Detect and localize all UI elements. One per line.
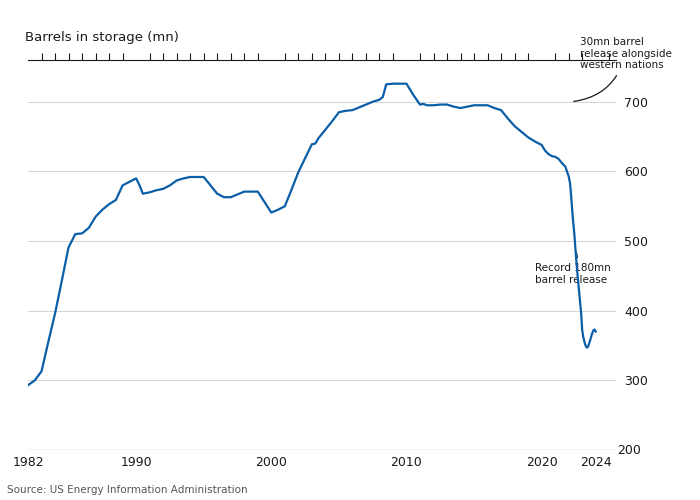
Text: 30mn barrel
release alongside
western nations: 30mn barrel release alongside western na… (574, 37, 671, 102)
Text: Record 180mn
barrel release: Record 180mn barrel release (535, 252, 610, 285)
Text: Source: US Energy Information Administration: Source: US Energy Information Administra… (7, 485, 248, 495)
Text: Barrels in storage (mn): Barrels in storage (mn) (25, 32, 179, 44)
Text: 200: 200 (617, 444, 641, 456)
